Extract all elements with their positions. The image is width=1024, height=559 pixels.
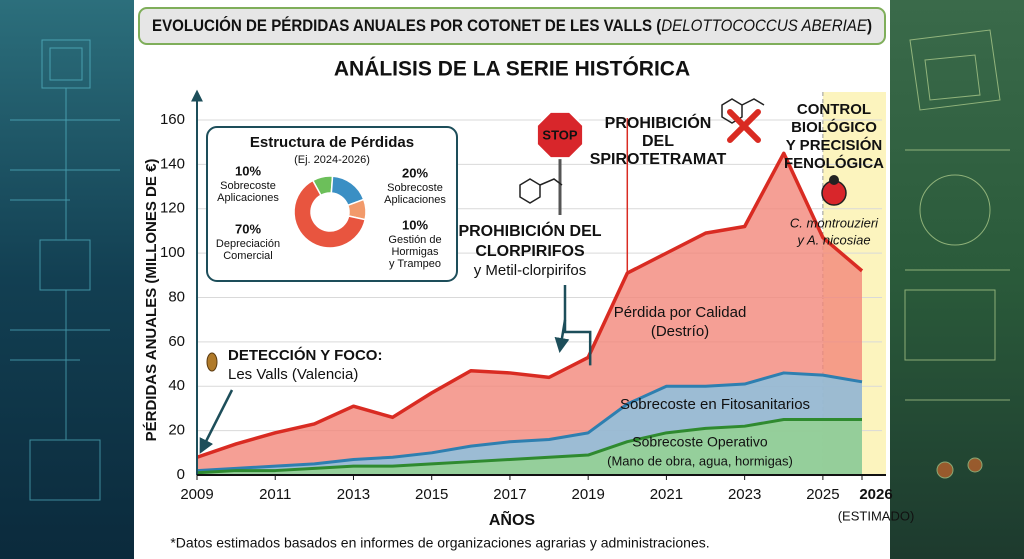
annotation: DEL bbox=[642, 133, 674, 150]
pie-title: Estructura de Pérdidas bbox=[250, 134, 414, 151]
title-part: ) bbox=[867, 16, 872, 35]
y-axis-label: PÉRDIDAS ANUALES (MILLONES DE €) bbox=[143, 159, 160, 442]
line bbox=[196, 371, 863, 473]
annotation: CLORPIRIFOS bbox=[475, 243, 585, 260]
molecule-icon bbox=[721, 98, 765, 124]
pie-value-label: 70% bbox=[235, 221, 261, 236]
area-label: Sobrecoste en Fitosanitarios bbox=[620, 396, 810, 413]
title-box bbox=[138, 7, 886, 45]
x-tick-label: 2023 bbox=[728, 486, 761, 503]
y-tick-label: 40 bbox=[168, 377, 185, 394]
x-tick-label: 2021 bbox=[650, 486, 683, 503]
y-tick-label: 80 bbox=[168, 288, 185, 305]
line bbox=[196, 418, 862, 475]
x-tick-label: 2026 bbox=[859, 486, 892, 503]
y-tick-label: 20 bbox=[168, 422, 185, 439]
pie-label: Comercial bbox=[223, 250, 273, 262]
line bbox=[196, 151, 864, 459]
x-tick-label: 2025 bbox=[806, 486, 839, 503]
pie-label: Sobrecoste bbox=[387, 182, 443, 194]
pie-label: Hormigas bbox=[391, 246, 439, 258]
annotation: Y PRECISIÓN bbox=[786, 136, 882, 154]
area-label: Pérdida por Calidad bbox=[614, 304, 747, 321]
annotation-arrow bbox=[554, 319, 570, 353]
y-tick-label: 60 bbox=[168, 333, 185, 350]
pie-slice bbox=[293, 179, 367, 249]
pie-label: Sobrecoste bbox=[220, 180, 276, 192]
x-tick-label: 2011 bbox=[259, 486, 291, 503]
pie-value-label: 20% bbox=[402, 165, 428, 180]
title-part: EVOLUCIÓN DE PÉRDIDAS ANUALES POR COTONE… bbox=[152, 16, 662, 35]
annotation: y Metil-clorpirifos bbox=[474, 262, 587, 279]
area-label: (Destrío) bbox=[651, 323, 709, 340]
pie-label: Aplicaciones bbox=[384, 194, 446, 206]
annotation: y A. nicosiae bbox=[796, 232, 870, 247]
annotation: C. montrouzieri bbox=[790, 215, 879, 230]
annotation: PROHIBICIÓN bbox=[605, 113, 712, 132]
annotation: SPIROTETRAMAT bbox=[590, 151, 727, 168]
annotation: FENOLÓGICA bbox=[784, 154, 884, 172]
x-tick-label: 2015 bbox=[415, 486, 448, 503]
pie-value-label: 10% bbox=[402, 217, 428, 232]
pie-label: Aplicaciones bbox=[217, 192, 279, 204]
x-tick-label: 2013 bbox=[337, 486, 370, 503]
footnote: *Datos estimados basados en informes de … bbox=[170, 535, 709, 551]
annotation: DETECCIÓN Y FOCO: bbox=[228, 346, 382, 364]
ban-cross bbox=[727, 109, 761, 143]
pie-label: Depreciación bbox=[216, 238, 280, 250]
right-decoration bbox=[904, 29, 1010, 479]
area-label: (Mano de obra, agua, hormigas) bbox=[607, 453, 793, 468]
ladybug-head bbox=[829, 175, 839, 185]
x-tick-label: 2009 bbox=[180, 486, 213, 503]
molecule-icon bbox=[519, 178, 563, 204]
area-label: Sobrecoste Operativo bbox=[632, 434, 768, 450]
right-panel bbox=[890, 0, 1024, 559]
pie-label: y Trampeo bbox=[389, 258, 441, 270]
y-tick-label: 120 bbox=[160, 200, 185, 217]
area bbox=[197, 419, 862, 475]
left-panel bbox=[0, 0, 134, 559]
title-species: DELOTTOCOCCUS ABERIAE bbox=[661, 16, 867, 35]
stop-text: STOP bbox=[542, 127, 577, 142]
chart-subtitle: ANÁLISIS DE LA SERIE HISTÓRICA bbox=[334, 57, 690, 81]
x-tick-label: 2019 bbox=[571, 486, 604, 503]
x-axis-label: AÑOS bbox=[489, 509, 536, 529]
x-tick-note: (ESTIMADO) bbox=[838, 508, 915, 523]
annotation: PROHIBICIÓN DEL bbox=[458, 221, 601, 240]
stop-sign bbox=[535, 110, 585, 160]
y-tick-label: 100 bbox=[160, 244, 185, 261]
pie-box bbox=[206, 126, 458, 282]
insect-icon bbox=[206, 352, 218, 372]
annotation-arrow bbox=[563, 285, 592, 366]
annotation-arrow bbox=[199, 389, 234, 454]
pie-label: Gestión de bbox=[388, 234, 441, 246]
left-decoration bbox=[10, 39, 120, 501]
pie-value-label: 10% bbox=[235, 163, 261, 178]
y-tick-label: 160 bbox=[160, 111, 185, 128]
annotation: BIOLÓGICO bbox=[791, 118, 877, 136]
chart-title: EVOLUCIÓN DE PÉRDIDAS ANUALES POR COTONE… bbox=[152, 16, 872, 35]
x-tick-label: 2017 bbox=[493, 486, 526, 503]
annotation: Les Valls (Valencia) bbox=[228, 366, 358, 383]
y-tick-label: 140 bbox=[160, 155, 185, 172]
y-tick-label: 0 bbox=[177, 466, 185, 483]
annotation: CONTROL bbox=[797, 101, 871, 118]
pie-subtitle: (Ej. 2024-2026) bbox=[294, 154, 370, 166]
